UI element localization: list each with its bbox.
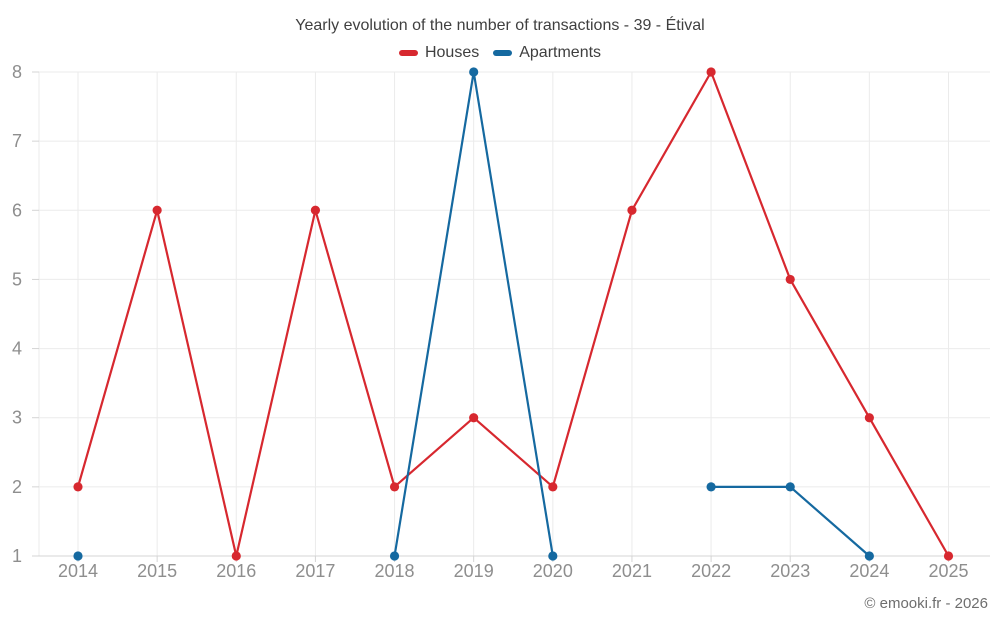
- legend-label-apartments: Apartments: [519, 44, 602, 61]
- x-tick-label: 2022: [691, 561, 731, 581]
- y-tick-label: 3: [12, 408, 22, 428]
- houses-data-point-2018: [389, 482, 400, 492]
- x-tick-label: 2024: [849, 561, 889, 581]
- copyright-credit: © emooki.fr - 2026: [864, 595, 988, 612]
- apartments-data-point-2020: [548, 551, 558, 561]
- y-tick-label: 1: [12, 546, 22, 566]
- legend-item-houses[interactable]: Houses: [398, 44, 480, 62]
- apartments-data-point-2019: [469, 67, 479, 77]
- houses-data-point-2021: [627, 205, 637, 215]
- apartments-data-point-2014: [73, 551, 83, 561]
- x-tick-label: 2025: [928, 561, 968, 581]
- x-tick-label: 2016: [216, 561, 256, 581]
- y-tick-label: 5: [12, 269, 22, 289]
- houses-data-point-2015: [152, 205, 162, 215]
- x-tick-label: 2014: [58, 561, 98, 581]
- x-tick-label: 2023: [770, 561, 810, 581]
- x-tick-label: 2018: [375, 561, 415, 581]
- houses-data-point-2024: [864, 413, 874, 423]
- apartments-data-point-2023: [785, 482, 795, 492]
- houses-series-swatch-icon: [398, 50, 418, 56]
- x-tick-label: 2019: [454, 561, 494, 581]
- apartments-series-swatch-icon: [493, 50, 513, 56]
- houses-data-point-2019: [469, 413, 479, 423]
- y-tick-label: 7: [12, 131, 22, 151]
- x-tick-label: 2017: [295, 561, 335, 581]
- houses-series-line: [76, 70, 950, 558]
- houses-data-point-2014: [73, 482, 83, 492]
- x-tick-label: 2020: [533, 561, 573, 581]
- apartments-data-point-2018: [389, 551, 400, 561]
- houses-data-point-2023: [785, 274, 795, 285]
- y-tick-label: 8: [12, 62, 22, 82]
- y-tick-label: 6: [12, 200, 22, 220]
- apartments-data-point-2024: [864, 551, 874, 561]
- houses-data-point-2025: [943, 551, 954, 561]
- houses-data-point-2016: [231, 551, 241, 561]
- houses-data-point-2022: [706, 67, 716, 77]
- y-tick-label: 4: [12, 339, 22, 359]
- legend-item-apartments[interactable]: Apartments: [493, 44, 601, 62]
- houses-data-point-2017: [310, 205, 321, 215]
- chart-title: Yearly evolution of the number of transa…: [295, 17, 705, 34]
- x-tick-label: 2021: [612, 561, 652, 581]
- houses-data-point-2020: [548, 482, 558, 492]
- legend-label-houses: Houses: [424, 44, 480, 61]
- y-tick-label: 2: [12, 477, 22, 497]
- apartments-data-point-2022: [706, 482, 716, 492]
- x-tick-label: 2015: [137, 561, 177, 581]
- chart-legend: Houses Apartments: [0, 43, 1000, 63]
